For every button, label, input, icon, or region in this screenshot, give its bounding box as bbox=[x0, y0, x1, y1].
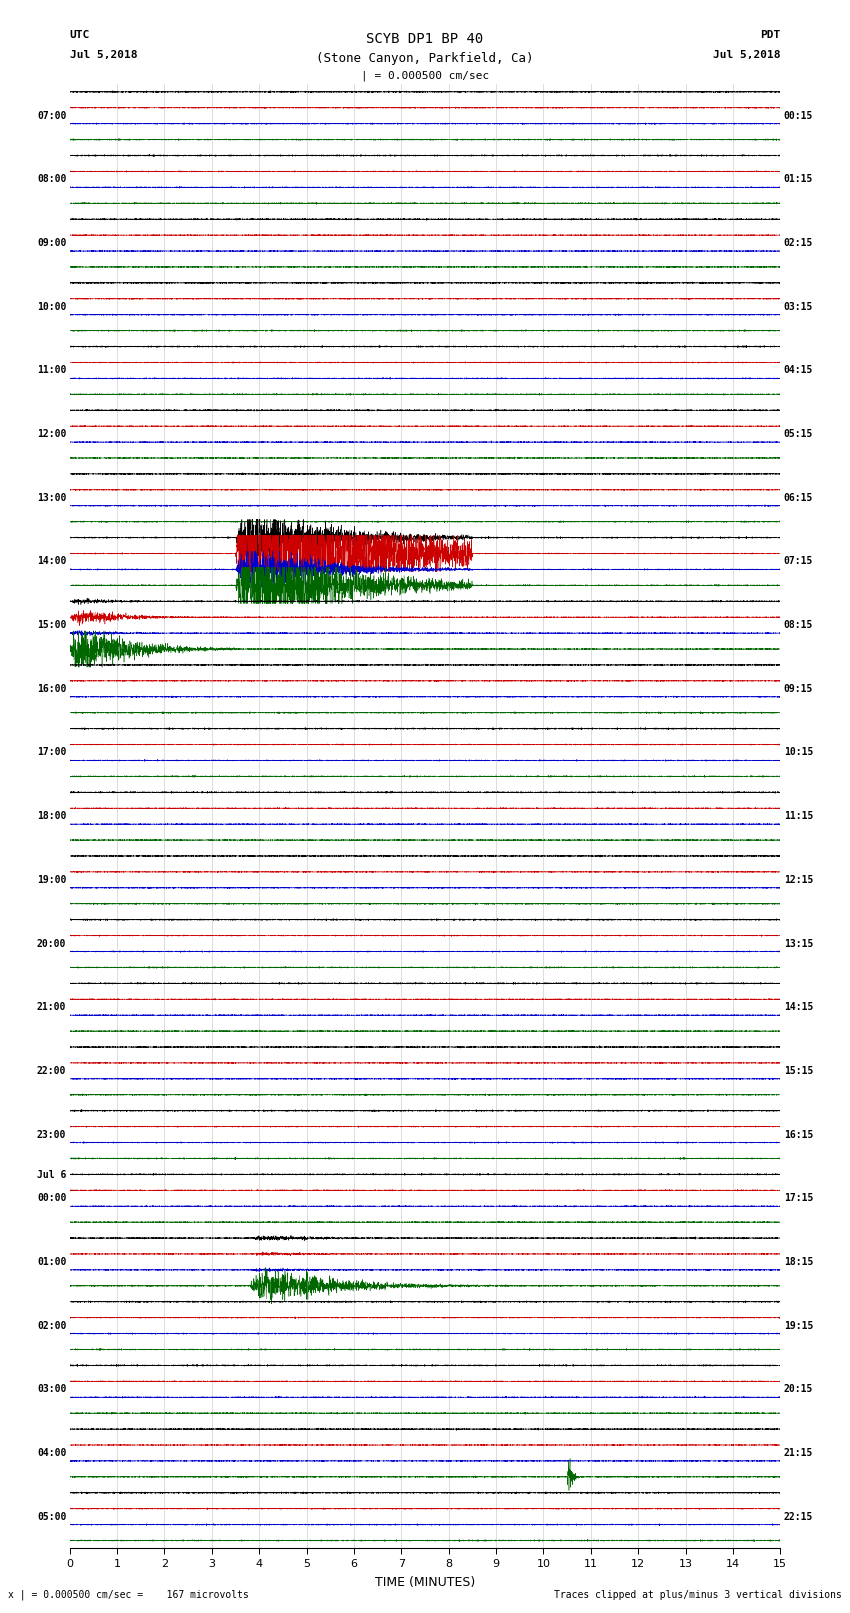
Text: 01:15: 01:15 bbox=[784, 174, 813, 184]
Text: 07:00: 07:00 bbox=[37, 111, 66, 121]
Text: 05:15: 05:15 bbox=[784, 429, 813, 439]
Text: 14:15: 14:15 bbox=[784, 1002, 813, 1013]
Text: 12:15: 12:15 bbox=[784, 874, 813, 886]
Text: 04:00: 04:00 bbox=[37, 1448, 66, 1458]
X-axis label: TIME (MINUTES): TIME (MINUTES) bbox=[375, 1576, 475, 1589]
Text: UTC: UTC bbox=[70, 31, 90, 40]
Text: 09:15: 09:15 bbox=[784, 684, 813, 694]
Text: 16:00: 16:00 bbox=[37, 684, 66, 694]
Text: (Stone Canyon, Parkfield, Ca): (Stone Canyon, Parkfield, Ca) bbox=[316, 52, 534, 65]
Text: Jul 5,2018: Jul 5,2018 bbox=[713, 50, 780, 60]
Text: 11:15: 11:15 bbox=[784, 811, 813, 821]
Text: 15:15: 15:15 bbox=[784, 1066, 813, 1076]
Text: 08:15: 08:15 bbox=[784, 619, 813, 631]
Text: Traces clipped at plus/minus 3 vertical divisions: Traces clipped at plus/minus 3 vertical … bbox=[553, 1590, 842, 1600]
Text: 17:00: 17:00 bbox=[37, 747, 66, 758]
Text: 00:00: 00:00 bbox=[37, 1194, 66, 1203]
Text: PDT: PDT bbox=[760, 31, 780, 40]
Text: 03:15: 03:15 bbox=[784, 302, 813, 311]
Text: 21:15: 21:15 bbox=[784, 1448, 813, 1458]
Text: 13:00: 13:00 bbox=[37, 494, 66, 503]
Text: 20:00: 20:00 bbox=[37, 939, 66, 948]
Text: 10:00: 10:00 bbox=[37, 302, 66, 311]
Text: 20:15: 20:15 bbox=[784, 1384, 813, 1394]
Text: 23:00: 23:00 bbox=[37, 1129, 66, 1139]
Text: SCYB DP1 BP 40: SCYB DP1 BP 40 bbox=[366, 32, 484, 45]
Text: 16:15: 16:15 bbox=[784, 1129, 813, 1139]
Text: 08:00: 08:00 bbox=[37, 174, 66, 184]
Text: 12:00: 12:00 bbox=[37, 429, 66, 439]
Text: 01:00: 01:00 bbox=[37, 1257, 66, 1266]
Text: 22:15: 22:15 bbox=[784, 1511, 813, 1521]
Text: Jul 6: Jul 6 bbox=[37, 1169, 66, 1179]
Text: 22:00: 22:00 bbox=[37, 1066, 66, 1076]
Text: 04:15: 04:15 bbox=[784, 366, 813, 376]
Text: 07:15: 07:15 bbox=[784, 556, 813, 566]
Text: 15:00: 15:00 bbox=[37, 619, 66, 631]
Text: 19:15: 19:15 bbox=[784, 1321, 813, 1331]
Text: 06:15: 06:15 bbox=[784, 494, 813, 503]
Text: 17:15: 17:15 bbox=[784, 1194, 813, 1203]
Text: 19:00: 19:00 bbox=[37, 874, 66, 886]
Text: 11:00: 11:00 bbox=[37, 366, 66, 376]
Text: 05:00: 05:00 bbox=[37, 1511, 66, 1521]
Text: 13:15: 13:15 bbox=[784, 939, 813, 948]
Text: 18:00: 18:00 bbox=[37, 811, 66, 821]
Text: 09:00: 09:00 bbox=[37, 239, 66, 248]
Text: 03:00: 03:00 bbox=[37, 1384, 66, 1394]
Text: 21:00: 21:00 bbox=[37, 1002, 66, 1013]
Text: Jul 5,2018: Jul 5,2018 bbox=[70, 50, 137, 60]
Text: 18:15: 18:15 bbox=[784, 1257, 813, 1266]
Text: 02:00: 02:00 bbox=[37, 1321, 66, 1331]
Text: 14:00: 14:00 bbox=[37, 556, 66, 566]
Text: | = 0.000500 cm/sec: | = 0.000500 cm/sec bbox=[361, 71, 489, 81]
Text: 00:15: 00:15 bbox=[784, 111, 813, 121]
Text: 02:15: 02:15 bbox=[784, 239, 813, 248]
Text: 10:15: 10:15 bbox=[784, 747, 813, 758]
Text: x | = 0.000500 cm/sec =    167 microvolts: x | = 0.000500 cm/sec = 167 microvolts bbox=[8, 1589, 249, 1600]
